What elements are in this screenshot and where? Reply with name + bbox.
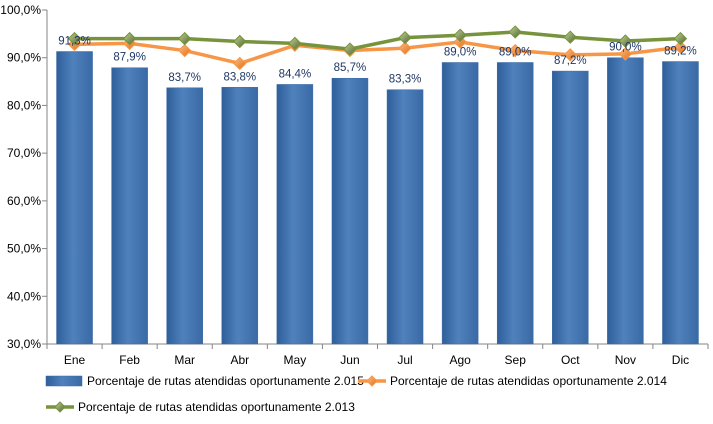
legend-label: Porcentaje de rutas atendidas oportuname…: [390, 374, 667, 388]
series-point: [508, 43, 522, 58]
series-point: [178, 31, 192, 46]
bar-data-label: 89,0%: [444, 46, 477, 58]
series-point: [122, 31, 137, 46]
y-tick-label: 30,0%: [7, 337, 41, 351]
legend-label: Porcentaje de rutas atendidas oportuname…: [87, 374, 364, 388]
series-point: [288, 36, 302, 51]
bar: [221, 87, 259, 345]
x-tick-label: Ago: [449, 353, 471, 367]
bar: [386, 89, 424, 345]
series-point: [563, 30, 577, 44]
bar: [552, 70, 589, 345]
x-tick-label: Oct: [561, 353, 580, 367]
bar: [607, 57, 644, 345]
series-point: [453, 28, 467, 42]
legend-marker: [54, 401, 66, 413]
bar-data-label: 83,3%: [389, 74, 422, 86]
bar-data-label: 89,2%: [664, 46, 697, 58]
bar: [496, 62, 534, 345]
bar-data-label: 87,9%: [113, 52, 146, 64]
x-tick-label: May: [284, 353, 307, 367]
series-point: [673, 40, 688, 54]
x-tick-label: Nov: [615, 353, 636, 367]
bar: [111, 67, 148, 345]
series-point: [343, 42, 357, 56]
series-point: [563, 48, 577, 62]
bar: [441, 62, 479, 345]
bar-data-label: 90,0%: [609, 42, 642, 54]
x-tick-label: Sep: [505, 353, 527, 367]
x-tick-label: Jun: [340, 353, 359, 367]
bar: [276, 84, 314, 345]
series-point: [673, 31, 688, 46]
bar-data-label: 91,3%: [58, 36, 91, 48]
y-tick-label: 70,0%: [7, 146, 41, 160]
bar-data-label: 83,7%: [168, 72, 201, 84]
x-tick-label: Abr: [230, 353, 249, 367]
x-tick-label: Ene: [64, 353, 86, 367]
series-point: [178, 43, 192, 58]
y-tick-label: 40,0%: [7, 289, 41, 303]
y-tick-label: 60,0%: [7, 194, 41, 208]
series-point: [618, 47, 633, 61]
bar-data-label: 83,8%: [223, 71, 256, 83]
bar-data-label: 84,4%: [279, 68, 312, 80]
series-point: [233, 56, 247, 71]
legend-swatch: [45, 375, 83, 387]
x-tick-label: Jul: [397, 353, 412, 367]
bar-data-label: 85,7%: [334, 62, 367, 74]
y-tick-label: 80,0%: [7, 98, 41, 112]
bar: [331, 77, 369, 345]
series-line: [74, 30, 681, 51]
y-tick-label: 50,0%: [7, 242, 41, 256]
series-point: [67, 31, 82, 46]
y-tick-label: 90,0%: [7, 51, 41, 65]
bar: [56, 51, 93, 345]
bar-data-label: 87,2%: [554, 55, 587, 67]
bar: [166, 87, 203, 345]
bar-data-label: 89,0%: [499, 46, 532, 58]
x-tick-label: Dic: [672, 353, 689, 367]
series-point: [398, 30, 412, 45]
series-point: [508, 25, 522, 39]
series-point: [233, 34, 247, 49]
bar: [662, 61, 699, 345]
x-tick-label: Feb: [119, 353, 140, 367]
legend-label: Porcentaje de rutas atendidas oportuname…: [78, 400, 355, 414]
x-tick-label: Mar: [174, 353, 195, 367]
series-line: [74, 40, 681, 66]
series-point: [618, 34, 633, 48]
y-tick-label: 100,0%: [0, 3, 41, 17]
series-point: [398, 41, 412, 55]
legend-marker: [366, 375, 378, 387]
